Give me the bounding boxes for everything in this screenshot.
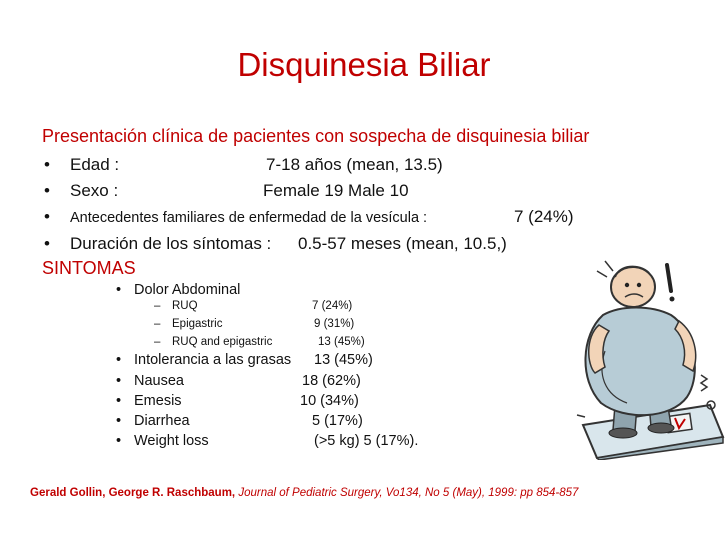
bullet-value: 7-18 años (mean, 13.5) xyxy=(266,155,443,174)
bullet-label: Duración de los síntomas : xyxy=(70,234,272,253)
bullet-value: 7 (24%) xyxy=(514,207,574,226)
sub-item-epigastric: – Epigastric 9 (31%) xyxy=(154,318,355,330)
symptom-value: 13 (45%) xyxy=(314,352,373,368)
bullet-value: 0.5-57 meses (mean, 10.5,) xyxy=(298,234,507,253)
symptom-label: Dolor Abdominal xyxy=(134,282,241,298)
bullet-antecedentes: • Antecedentes familiares de enfermedad d… xyxy=(44,207,574,226)
symptom-value: 10 (34%) xyxy=(300,393,359,409)
citation-authors: Gerald Gollin, George R. Raschbaum, xyxy=(30,487,236,499)
slide-title: Disquinesia Biliar xyxy=(237,46,491,83)
symptom-label: Weight loss xyxy=(134,433,209,449)
sub-item-label: RUQ xyxy=(172,300,198,312)
symptom-weight-loss: • Weight loss (>5 kg) 5 (17%). xyxy=(116,433,419,449)
bullet-edad: • Edad : 7-18 años (mean, 13.5) xyxy=(44,155,443,174)
sub-item-value: 13 (45%) xyxy=(318,336,365,348)
bullet-label: Sexo : xyxy=(70,181,119,200)
sub-item-label: Epigastric xyxy=(172,318,223,330)
bullet-sexo: • Sexo : Female 19 Male 10 xyxy=(44,181,409,200)
symptom-value: (>5 kg) 5 (17%). xyxy=(314,433,419,449)
symptom-label: Emesis xyxy=(134,393,182,409)
bullet-label: Edad : xyxy=(70,155,120,174)
symptom-intolerancia: • Intolerancia a las grasas 13 (45%) xyxy=(116,352,373,368)
sub-item-value: 9 (31%) xyxy=(314,318,355,330)
symptom-label: Nausea xyxy=(134,373,184,389)
symptom-nausea: • Nausea 18 (62%) xyxy=(116,373,361,389)
symptom-dolor: • Dolor Abdominal xyxy=(116,282,241,298)
sintomas-heading: SINTOMAS xyxy=(42,258,136,278)
bullet-label: Antecedentes familiares de enfermedad de… xyxy=(70,210,428,226)
citation: Gerald Gollin, George R. Raschbaum, Jour… xyxy=(30,487,578,499)
symptom-label: Diarrhea xyxy=(134,413,190,429)
sub-item-label: RUQ and epigastric xyxy=(172,336,273,348)
symptom-value: 18 (62%) xyxy=(302,373,361,389)
symptom-diarrhea: • Diarrhea 5 (17%) xyxy=(116,413,363,429)
bullet-value: Female 19 Male 10 xyxy=(263,181,409,200)
symptom-emesis: • Emesis 10 (34%) xyxy=(116,393,359,409)
sub-item-value: 7 (24%) xyxy=(312,300,353,312)
overweight-man-on-scale-icon xyxy=(576,260,725,460)
bullet-duracion: • Duración de los síntomas : 0.5-57 meses… xyxy=(44,234,507,253)
sub-item-ruq-epigastric: – RUQ and epigastric 13 (45%) xyxy=(154,336,365,348)
citation-journal: Journal of Pediatric Surgery, Vo134, No … xyxy=(238,487,579,499)
symptom-label: Intolerancia a las grasas xyxy=(134,352,292,368)
subtitle: Presentación clínica de pacientes con so… xyxy=(42,126,590,146)
sub-item-ruq: – RUQ 7 (24%) xyxy=(154,300,353,312)
symptom-value: 5 (17%) xyxy=(312,413,363,429)
